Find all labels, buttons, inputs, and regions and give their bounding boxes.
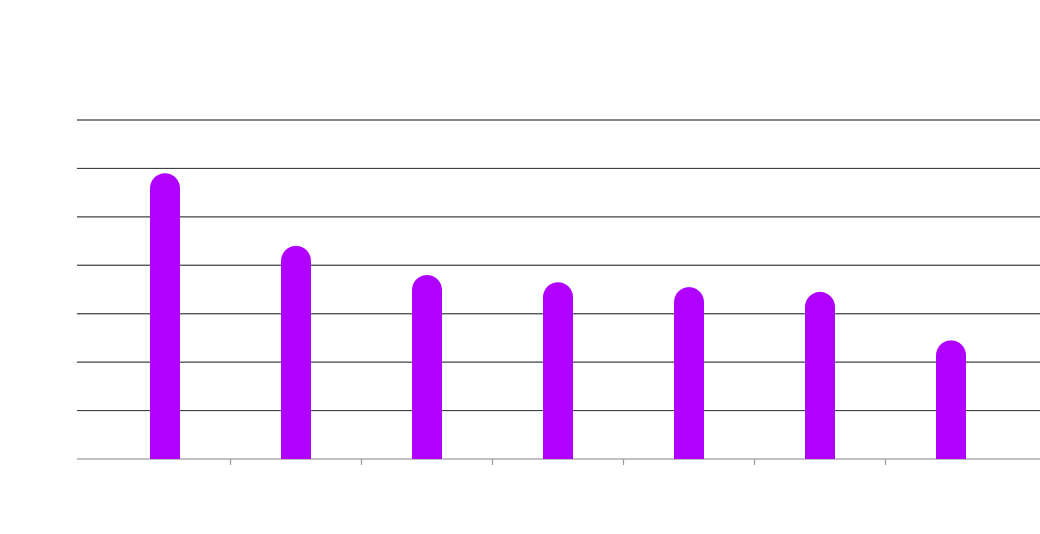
bar <box>543 282 573 459</box>
x-axis <box>77 458 1040 465</box>
bar <box>150 173 180 460</box>
bar <box>805 291 835 459</box>
bar <box>936 340 966 459</box>
bar <box>674 287 704 459</box>
bars <box>150 173 966 460</box>
bar <box>281 245 311 459</box>
bar <box>412 274 442 459</box>
